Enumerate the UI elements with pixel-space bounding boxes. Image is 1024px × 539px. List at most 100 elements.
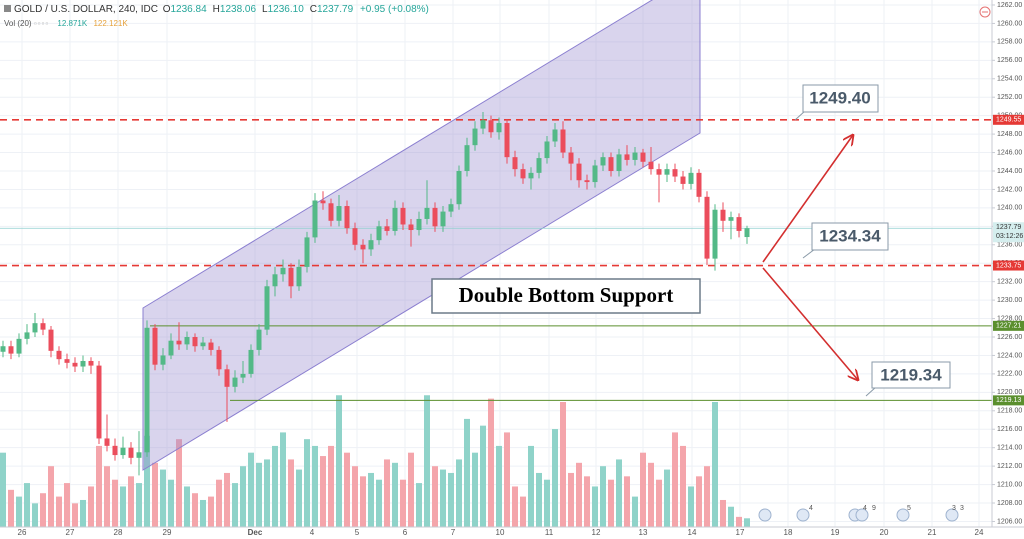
candle-body xyxy=(656,169,662,175)
y-tick-label: 1226.00 xyxy=(997,334,1022,341)
candle-body xyxy=(256,329,262,350)
y-tick-label: 1260.00 xyxy=(997,20,1022,27)
level-label-bg xyxy=(993,114,1024,125)
candle-body xyxy=(104,438,110,446)
level-label-bg xyxy=(993,260,1024,271)
volume-layer xyxy=(0,395,750,527)
volume-bar xyxy=(568,472,574,527)
volume-bar xyxy=(136,483,142,527)
annotation-text: Double Bottom Support xyxy=(459,283,674,307)
volume-bar xyxy=(384,459,390,527)
volume-bar xyxy=(408,452,414,527)
volume-bar xyxy=(560,402,566,527)
event-icon[interactable] xyxy=(855,508,869,522)
candle-body xyxy=(616,154,622,171)
candle-body xyxy=(472,128,478,146)
candle-body xyxy=(128,447,134,458)
candle-body xyxy=(600,157,606,166)
volume-bar xyxy=(88,486,94,527)
candle-body xyxy=(672,169,678,177)
candle-body xyxy=(96,365,102,439)
volume-bar xyxy=(648,462,654,527)
y-tick-label: 1208.00 xyxy=(997,500,1022,507)
volume-bar xyxy=(472,452,478,527)
candle-body xyxy=(328,203,334,221)
y-tick-label: 1244.00 xyxy=(997,168,1022,175)
callout-box xyxy=(871,361,951,389)
volume-bar xyxy=(304,439,310,527)
candle-body xyxy=(224,369,230,387)
volume-bar xyxy=(464,418,470,527)
arrow-up xyxy=(762,135,853,263)
volume-bar xyxy=(32,503,38,527)
y-tick-label: 1262.00 xyxy=(997,2,1022,9)
volume-bar xyxy=(216,479,222,527)
event-count: 5 xyxy=(907,505,911,512)
candle-body xyxy=(736,217,742,231)
candle-body xyxy=(568,152,574,164)
volume-bar xyxy=(688,486,694,527)
event-icon[interactable] xyxy=(945,508,959,522)
event-icon[interactable] xyxy=(758,508,772,522)
candle-body xyxy=(320,200,326,204)
candle-body xyxy=(720,209,726,221)
volume-bar xyxy=(376,479,382,527)
volume-bar xyxy=(520,496,526,527)
candle-body xyxy=(480,120,486,129)
volume-bar xyxy=(400,479,406,527)
volume-bar xyxy=(296,469,302,527)
level-label: 1233.75 xyxy=(996,262,1021,269)
x-tick-label: 20 xyxy=(880,528,889,537)
event-icon[interactable] xyxy=(796,508,810,522)
legend-tools[interactable]: ▫▫▫▫ xyxy=(33,19,50,28)
candle-body xyxy=(296,266,302,287)
event-count: 3 xyxy=(960,505,964,512)
candle-body xyxy=(632,152,638,160)
trend-channel xyxy=(142,0,701,471)
candle-body xyxy=(728,217,734,221)
candle-body xyxy=(120,447,126,456)
volume-bar xyxy=(184,486,190,527)
volume-bar xyxy=(488,398,494,527)
candle-body xyxy=(584,180,590,183)
volume-bar xyxy=(432,466,438,527)
volume-bar xyxy=(112,479,118,527)
candle-body xyxy=(400,207,406,225)
candle-body xyxy=(488,120,494,133)
volume-bar xyxy=(624,476,630,527)
level-label: 1219.13 xyxy=(996,397,1021,404)
candle-body xyxy=(304,237,310,267)
y-tick-label: 1206.00 xyxy=(997,518,1022,525)
volume-bar xyxy=(224,472,230,527)
candle-body xyxy=(624,154,630,160)
level-label: 1249.55 xyxy=(996,117,1021,124)
y-tick-label: 1246.00 xyxy=(997,149,1022,156)
y-tick-label: 1222.00 xyxy=(997,371,1022,378)
event-count: 4 xyxy=(809,505,813,512)
candle-body xyxy=(664,169,670,175)
candle-body xyxy=(496,123,502,133)
ohlc-value: 1236.10 xyxy=(267,4,304,15)
volume-bar xyxy=(632,496,638,527)
x-tick-label: Dec xyxy=(248,528,263,537)
candle-body xyxy=(712,209,718,259)
callout-box xyxy=(811,222,889,251)
volume-value: 12.871K xyxy=(57,19,88,28)
axis-labels: 1206.00 1208.00 1210.00 1212.00 1214.00 1216.… xyxy=(18,2,1024,537)
volume-bar xyxy=(272,445,278,527)
volume-legend: Vol (20) ▫▫▫▫ 12.871K 122.121K xyxy=(4,19,128,28)
volume-bar xyxy=(40,493,46,527)
arrow-down xyxy=(762,267,858,380)
candle-body xyxy=(200,342,206,347)
volume-bar xyxy=(160,469,166,527)
change: +0.95 (+0.08%) xyxy=(359,4,429,15)
candle-body xyxy=(232,377,238,387)
volume-bar xyxy=(496,445,502,527)
symbol-icon[interactable] xyxy=(4,5,11,12)
event-icon[interactable] xyxy=(896,508,910,522)
volume-bar xyxy=(456,459,462,527)
candle-body xyxy=(72,362,78,367)
volume-bar xyxy=(584,476,590,527)
